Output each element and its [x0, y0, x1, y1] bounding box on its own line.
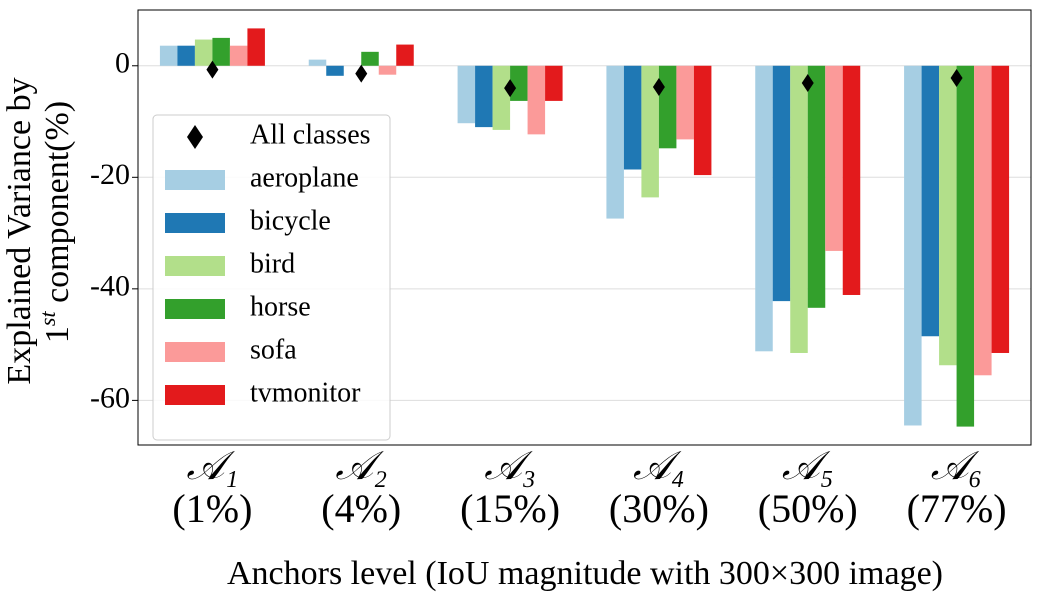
legend-label: tvmonitor	[250, 377, 361, 408]
legend-marker	[187, 125, 203, 149]
bar	[326, 65, 344, 76]
legend-label: sofa	[250, 334, 297, 365]
plot-frame	[137, 9, 1032, 446]
bar	[606, 65, 624, 219]
x-tick-note: (15%)	[460, 486, 560, 531]
y-label-part: 1	[39, 326, 76, 343]
x-tick-note: (50%)	[758, 486, 858, 531]
x-tick-label: 𝒜₂	[335, 443, 387, 488]
y-axis-label: 1st component(%)	[35, 101, 76, 343]
legend-swatch	[165, 213, 225, 233]
y-tick-label: -20	[90, 158, 130, 191]
legend-label: bird	[250, 248, 295, 279]
bar	[475, 65, 493, 128]
legend: All classes aeroplane bicycle bird horse sofa…	[152, 114, 391, 441]
x-tick-label: 𝒜₅	[782, 443, 834, 488]
bar	[308, 59, 327, 66]
bar	[825, 65, 843, 251]
bar	[676, 65, 694, 140]
x-tick-note: (4%)	[321, 486, 401, 531]
legend-swatch	[165, 256, 225, 276]
x-tick-label: 𝒜₁	[187, 443, 239, 488]
bar	[939, 65, 957, 366]
bar	[921, 65, 940, 337]
y-tick-label: -60	[90, 381, 130, 414]
bar	[159, 45, 178, 66]
bar	[790, 65, 808, 353]
bar	[807, 65, 826, 308]
legend-label: aeroplane	[250, 162, 359, 193]
bar	[991, 65, 1010, 353]
y-label-part: component(%)	[39, 101, 76, 312]
legend-swatch	[165, 299, 225, 319]
marker	[801, 74, 814, 93]
bar	[842, 65, 861, 295]
bar	[457, 65, 476, 124]
legend-swatch	[165, 170, 225, 190]
bar	[361, 51, 379, 66]
bar	[378, 65, 397, 75]
bar	[755, 65, 773, 352]
bar	[177, 45, 195, 66]
bar	[693, 65, 712, 176]
legend-label: horse	[250, 291, 311, 322]
bar	[527, 65, 546, 135]
bar	[492, 65, 511, 130]
bar	[658, 65, 677, 149]
bar	[772, 65, 791, 302]
bar	[545, 65, 563, 101]
legend-swatch	[165, 342, 225, 362]
legend-label: All classes	[250, 119, 371, 150]
x-tick-label: 𝒜₃	[484, 443, 536, 488]
bar	[623, 65, 642, 170]
bar	[194, 39, 213, 66]
bar	[229, 45, 248, 66]
x-tick-note: (1%)	[172, 486, 252, 531]
bar	[974, 65, 992, 376]
y-axis-label: Explained Variance by	[1, 77, 38, 384]
bar	[956, 65, 975, 427]
legend-swatch	[165, 385, 225, 405]
x-tick-label: 𝒜₆	[931, 443, 983, 488]
marker	[206, 60, 219, 79]
marker	[950, 69, 963, 88]
marker	[504, 79, 517, 98]
bar	[904, 65, 922, 426]
bar	[641, 65, 659, 198]
legend-label: bicycle	[250, 205, 331, 236]
y-label-sup: st	[35, 311, 60, 327]
x-axis-label: Anchors level (IoU magnitude with 300×30…	[227, 555, 943, 592]
bar	[396, 44, 414, 66]
marker	[652, 77, 665, 96]
marker	[355, 64, 368, 83]
x-tick-label: 𝒜₄	[633, 443, 685, 488]
x-tick-note: (30%)	[609, 486, 709, 531]
bar	[510, 65, 528, 101]
bar	[247, 28, 265, 66]
x-tick-note: (77%)	[907, 486, 1007, 531]
bar	[212, 37, 230, 66]
y-tick-label: -40	[90, 270, 130, 303]
y-tick-label: 0	[115, 47, 130, 80]
